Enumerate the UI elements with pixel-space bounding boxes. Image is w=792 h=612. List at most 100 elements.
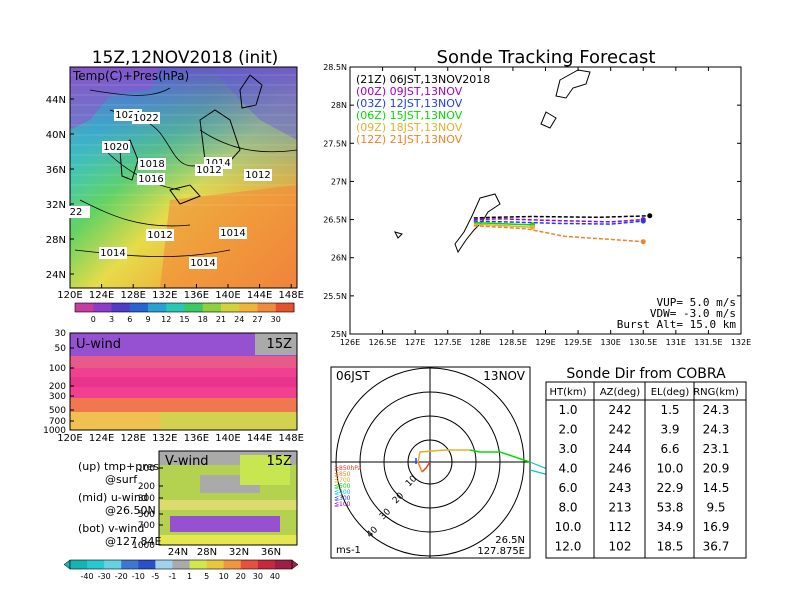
track-legend-entry: (03Z) 12JST,13NOV (356, 97, 463, 110)
lon-tick-label: 148E (278, 290, 303, 301)
v-y-tick-label: 1000 (132, 541, 155, 551)
colorbar-swatch (257, 303, 277, 312)
table-cell: 24.3 (703, 403, 730, 417)
isobar-label: 22 (70, 207, 83, 218)
v-y-tick-label: 700 (138, 521, 155, 531)
isobar-label-bg (189, 257, 217, 269)
u-x-tick-label: 148E (278, 433, 303, 444)
temperature-colorbar: 0 3 6 9 12 15 18 21 24 27 30 (74, 302, 295, 324)
colorbar-tick-label: -1 (168, 572, 176, 581)
isobar-label-bg (137, 173, 165, 185)
isobar-label: 1022 (133, 113, 158, 124)
table-cell: 9.5 (706, 501, 725, 515)
u-wind-frame (69, 332, 298, 431)
table-cell: 10.0 (555, 520, 582, 534)
table-frame (545, 381, 747, 559)
colorbar-border (74, 302, 295, 313)
u-y-tick-label: 200 (49, 382, 66, 392)
track-x-tick-label: 126E (340, 338, 360, 347)
table-cell: 6.6 (660, 442, 679, 456)
colorbar-swatch (121, 560, 139, 569)
panel-notes: (up) tmp+pres @surf (mid) u-wind @26.50N… (78, 460, 161, 548)
table-cell: 1.5 (660, 403, 679, 417)
colorbar-swatch (138, 560, 156, 569)
u-y-tick-label: 500 (49, 406, 66, 416)
colorbar-tick-label: 18 (198, 315, 208, 324)
colorbar-tick-label: 21 (216, 315, 226, 324)
isobar-label: 1014 (205, 158, 230, 169)
colorbar-swatch (148, 303, 167, 312)
lon-tick-label: 136E (184, 290, 209, 301)
colorbar-swatch (87, 560, 105, 569)
table-cell: 242 (609, 403, 632, 417)
isobar-label-bg (219, 227, 247, 239)
polar-legend-entry: ≦850 (334, 471, 351, 478)
lon-tick-label: 120E (57, 290, 82, 301)
isobar-label: 1016 (138, 174, 163, 185)
colorbar-swatch (111, 303, 131, 312)
table-cell: 213 (609, 501, 632, 515)
colorbar-swatch (93, 303, 112, 312)
polar-lat: 26.5N (495, 535, 525, 546)
table-cell: 243 (609, 481, 632, 495)
track-series-line (473, 223, 533, 228)
v-x-tick-label: 24N (168, 547, 188, 558)
table-cell: 2.0 (558, 423, 577, 437)
polar-legend-entry: ≦400 (334, 489, 351, 496)
colorbar-arrow-right (291, 559, 299, 570)
colorbar-tick-label: -30 (98, 572, 111, 581)
colorbar-swatch (155, 560, 173, 569)
track-endpoint (640, 218, 646, 224)
u-wind-label: U-wind (76, 337, 121, 352)
left-map-lat-ticks: 44N 40N 36N 32N 28N 24N (46, 95, 74, 281)
track-y-tick-label: 26.5N (323, 216, 347, 225)
colorbar-swatch (184, 303, 204, 312)
colorbar-tick-label: 20 (236, 572, 246, 581)
track-y-tick-label: 26N (331, 254, 347, 263)
colorbar-tick-label: 30 (253, 572, 263, 581)
note-up-line2: @surf (105, 473, 138, 486)
track-legend: (21Z) 06JST,13NOV2018(00Z) 09JST,13NOV(0… (356, 73, 490, 146)
v-x-tick-label: 28N (197, 547, 217, 558)
u-x-tick-label: 136E (184, 433, 209, 444)
colorbar-swatch (104, 560, 122, 569)
isobar-label-bg (99, 247, 127, 259)
u-y-tick-label: 30 (55, 329, 67, 339)
track-axis-ticks: 126E 126.5E 127E 127.5E 128E 128.5E 129E 129.5E… (323, 63, 751, 347)
table-cell: 3.0 (558, 442, 577, 456)
colorbar-swatch (223, 560, 242, 569)
lat-tick-label: 36N (46, 165, 66, 176)
table-cell: 14.5 (703, 481, 730, 495)
colorbar-tick-label: -40 (81, 572, 94, 581)
table-cell: 36.7 (703, 540, 730, 554)
colorbar-swatch (240, 560, 259, 569)
isobar-label: 1014 (100, 248, 125, 259)
lon-tick-label: 140E (215, 290, 240, 301)
track-series (473, 213, 653, 245)
track-x-tick-label: 130E (601, 338, 621, 347)
colorbar-swatch (172, 560, 191, 569)
track-y-tick-label: 25.5N (323, 292, 347, 301)
track-title: Sonde Tracking Forecast (437, 47, 656, 68)
colorbar-swatch (129, 303, 149, 312)
u-y-tick-label: 100 (49, 364, 66, 374)
colorbar-tick-label: -5 (151, 572, 159, 581)
v-x-tick-label: 32N (229, 547, 249, 558)
param-burst: Burst Alt= 15.0 km (617, 318, 737, 331)
track-legend-entry: (09Z) 18JST,13NOV (356, 121, 463, 134)
table-header-cell: EL(deg) (651, 387, 690, 398)
isobar-label: 1014 (190, 258, 215, 269)
track-legend-entry: (00Z) 09JST,13NOV (356, 85, 463, 98)
polar-legend-entry: ≦300 (334, 495, 351, 502)
table-cell: 3.9 (660, 423, 679, 437)
u-x-tick-label: 144E (247, 433, 272, 444)
track-y-tick-label: 25N (331, 330, 347, 339)
polar-unit: ms-1 (336, 545, 361, 556)
u-x-tick-label: 128E (120, 433, 145, 444)
table-cell: 6.0 (558, 481, 577, 495)
colorbar-swatch (221, 303, 240, 312)
track-endpoint (529, 224, 535, 230)
